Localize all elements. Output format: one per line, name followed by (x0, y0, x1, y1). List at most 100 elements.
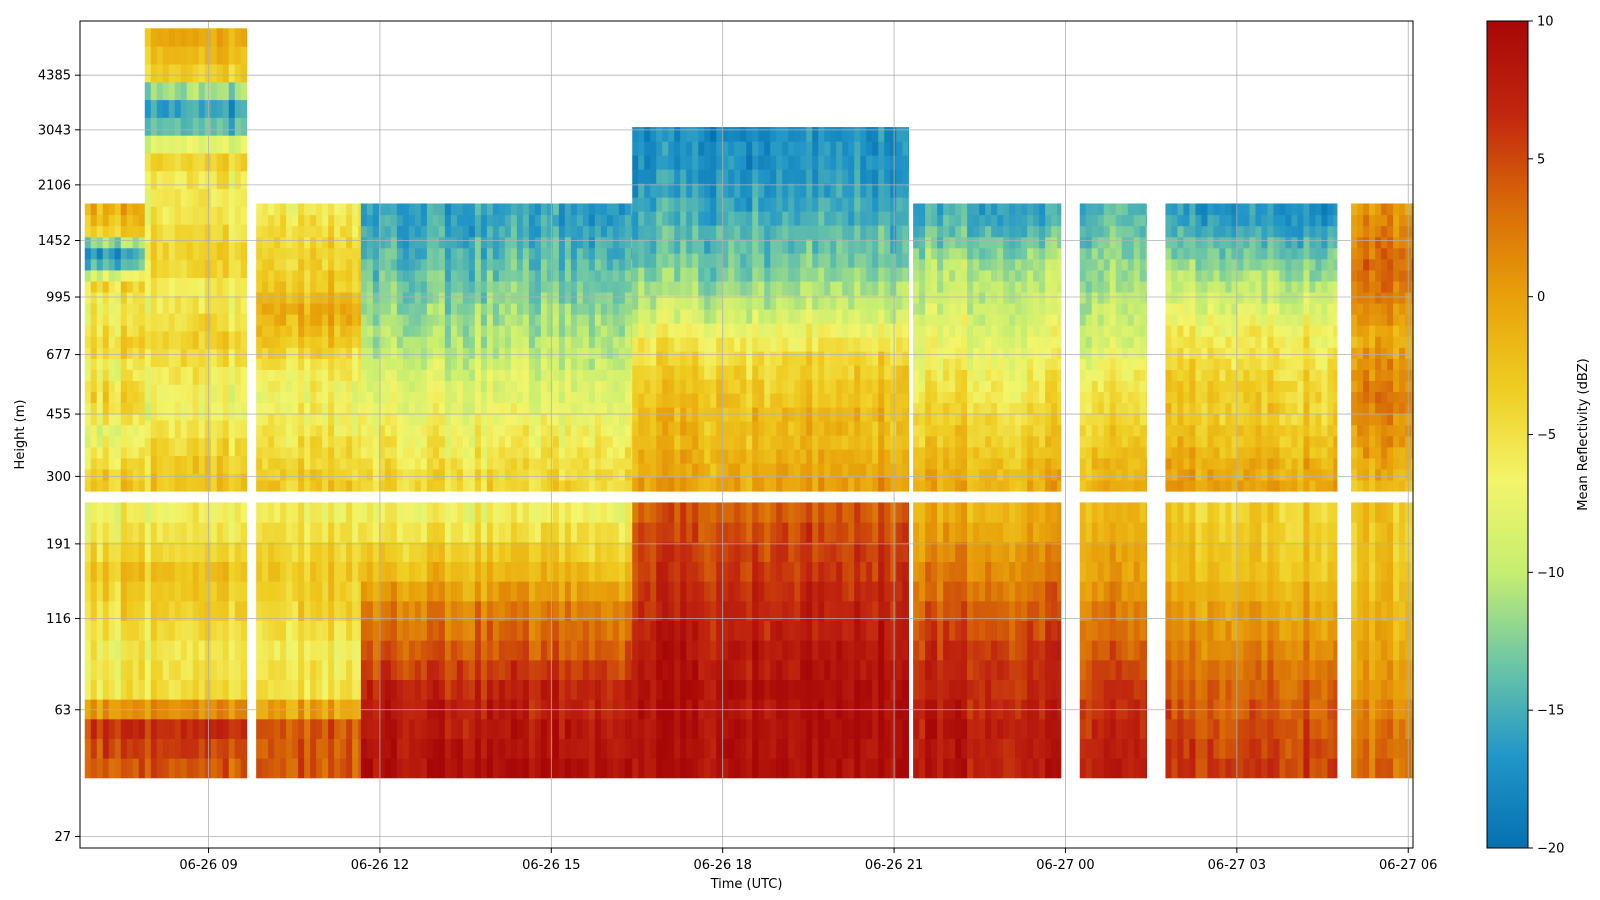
heatmap-cell (256, 413, 263, 426)
heatmap-cell (812, 253, 819, 268)
heatmap-cell (624, 303, 632, 315)
heatmap-cell (510, 541, 518, 563)
heatmap-cell (468, 358, 476, 370)
heatmap-cell (396, 502, 404, 523)
heatmap-cell (674, 197, 681, 212)
heatmap-cell (414, 203, 422, 216)
heatmap-cell (180, 63, 188, 83)
heatmap-cell (588, 369, 596, 382)
heatmap-cell (322, 380, 329, 393)
heatmap-cell (632, 561, 639, 582)
heatmap-cell (794, 522, 801, 543)
heatmap-cell (534, 325, 542, 337)
heatmap-cell (450, 413, 458, 426)
heatmap-cell (692, 659, 699, 680)
heatmap-cell (812, 225, 819, 240)
heatmap-cell (818, 449, 825, 464)
heatmap-cell (594, 600, 602, 621)
heatmap-cell (108, 561, 116, 582)
heatmap-cell (114, 718, 122, 739)
heatmap-cell (372, 203, 380, 216)
heatmap-cell (698, 323, 705, 338)
heatmap-cell (292, 620, 299, 641)
heatmap-cell (662, 522, 669, 543)
heatmap-cell (414, 581, 422, 602)
heatmap-cell (180, 348, 188, 368)
heatmap-cell (686, 183, 693, 198)
heatmap-cell (740, 393, 747, 408)
heatmap-cell (228, 259, 236, 279)
heatmap-cell (138, 291, 146, 304)
heatmap-cell (830, 281, 837, 296)
heatmap-cell (346, 659, 353, 680)
heatmap-cell (438, 679, 446, 700)
heatmap-cell (340, 679, 347, 700)
heatmap-cell (366, 391, 374, 404)
heatmap-cell (162, 679, 170, 700)
heatmap-cell (228, 170, 236, 190)
heatmap-cell (120, 541, 128, 563)
heatmap-cell (310, 380, 317, 393)
heatmap-cell (268, 581, 275, 602)
heatmap-cell (256, 758, 263, 779)
heatmap-cell (150, 295, 158, 314)
heatmap-cell (540, 203, 548, 216)
heatmap-cell (588, 424, 596, 437)
heatmap-cell (450, 358, 458, 370)
heatmap-cell (96, 699, 104, 720)
heatmap-cell (582, 561, 590, 582)
heatmap-cell (328, 541, 335, 563)
heatmap-cell (546, 522, 554, 543)
heatmap-cell (758, 522, 765, 543)
heatmap-cell (198, 384, 206, 403)
heatmap-cell (144, 384, 152, 403)
heatmap-cell (644, 225, 651, 240)
heatmap-cell (414, 369, 422, 382)
heatmap-cell (758, 379, 765, 394)
heatmap-cell (686, 351, 693, 366)
heatmap-cell (408, 380, 416, 393)
heatmap-cell (150, 699, 158, 720)
heatmap-cell (420, 679, 428, 700)
heatmap-cell (624, 522, 632, 543)
heatmap-cell (90, 522, 98, 543)
heatmap-cell (420, 457, 428, 470)
heatmap-cell (638, 281, 645, 296)
heatmap-cell (262, 659, 269, 680)
heatmap-cell (740, 463, 747, 478)
heatmap-cell (782, 435, 789, 450)
heatmap-cell (204, 224, 212, 243)
heatmap-cell (516, 738, 524, 759)
heatmap-cell (292, 258, 299, 271)
heatmap-cell (686, 169, 693, 184)
heatmap-cell (692, 718, 699, 739)
heatmap-cell (692, 449, 699, 464)
heatmap-cell (414, 424, 422, 437)
heatmap-cell (450, 522, 458, 543)
heatmap-cell (198, 313, 206, 332)
heatmap-cell (90, 659, 98, 680)
heatmap-cell (120, 446, 128, 459)
heatmap-cell (776, 640, 783, 661)
heatmap-cell (268, 347, 275, 359)
heatmap-cell (192, 259, 200, 279)
heatmap-cell (576, 699, 584, 720)
heatmap-cell (390, 738, 398, 759)
heatmap-cell (630, 325, 633, 337)
heatmap-cell (292, 236, 299, 249)
heatmap-cell (600, 336, 608, 348)
heatmap-cell (262, 203, 269, 216)
heatmap-cell (426, 214, 434, 227)
heatmap-cell (812, 561, 819, 582)
heatmap-cell (144, 600, 152, 621)
heatmap-cell (360, 314, 368, 326)
heatmap-cell (334, 541, 341, 563)
heatmap-cell (698, 379, 705, 394)
heatmap-cell (240, 384, 248, 403)
heatmap-cell (650, 600, 657, 621)
heatmap-cell (812, 127, 819, 142)
heatmap-cell (90, 758, 98, 779)
heatmap-cell (534, 640, 542, 661)
heatmap-cell (286, 446, 293, 459)
heatmap-cell (114, 738, 122, 759)
